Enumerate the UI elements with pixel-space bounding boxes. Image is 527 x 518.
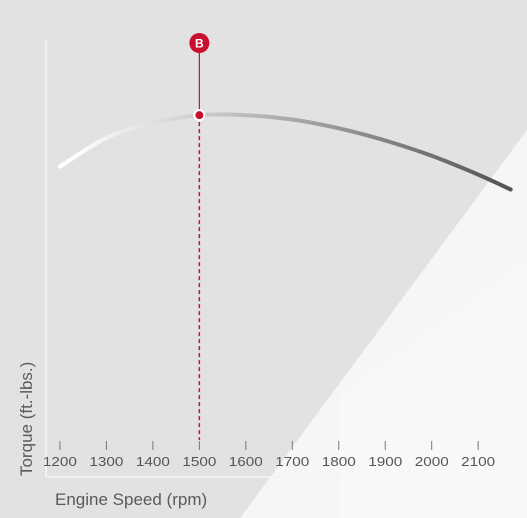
annotation-b: B [189,33,210,440]
x-axis-ticks: 1200 1300 1400 1500 1600 1700 1800 1900 2000 2100 [43,441,495,469]
annotation-badge [189,33,210,53]
x-tick-label-2000: 2000 [415,454,449,469]
x-tick-label-1200: 1200 [43,454,77,469]
x-tick-label-1500: 1500 [182,454,216,469]
x-tick-label-1800: 1800 [322,454,356,469]
x-tick-label-1300: 1300 [89,454,123,469]
x-tick-label-1700: 1700 [275,454,309,469]
torque-curve [57,112,513,192]
x-axis-title: Engine Speed (rpm) [55,490,207,509]
x-tick-label-2100: 2100 [461,454,495,469]
background-panel-fade [340,260,527,518]
x-tick-label-1600: 1600 [229,454,263,469]
x-tick-label-1900: 1900 [368,454,402,469]
annotation-letter: B [195,37,204,51]
annotation-point [193,109,206,122]
x-tick-label-1400: 1400 [136,454,170,469]
y-axis-title: Torque (ft.-lbs.) [17,362,36,476]
